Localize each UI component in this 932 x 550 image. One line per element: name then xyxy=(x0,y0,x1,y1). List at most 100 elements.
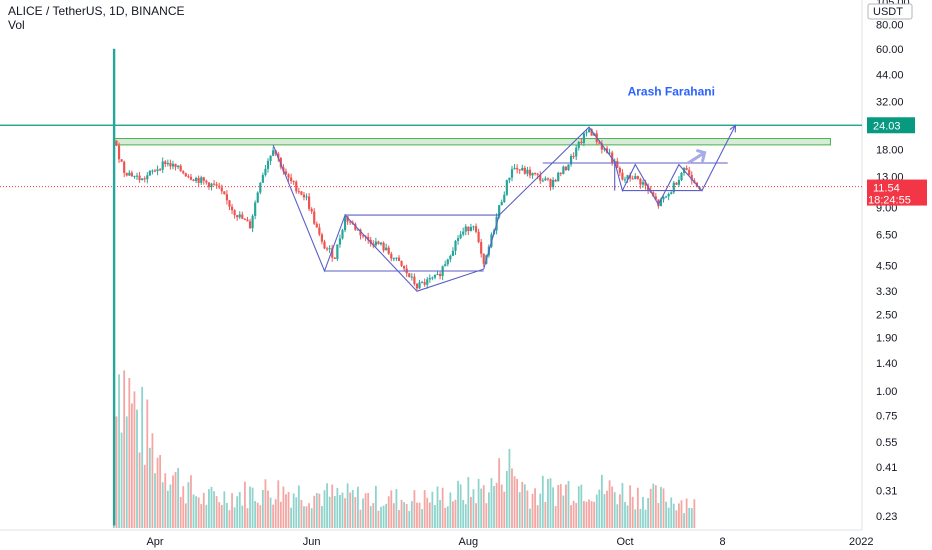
volume-bar xyxy=(387,496,390,528)
volume-bar xyxy=(490,478,493,528)
candle-body xyxy=(408,273,411,278)
candle-body xyxy=(654,196,657,200)
candle-body xyxy=(534,172,537,174)
volume-bar xyxy=(251,487,254,528)
volume-bar xyxy=(143,464,146,528)
volume-bar xyxy=(644,509,647,528)
candle-body xyxy=(151,170,154,172)
volume-bar xyxy=(436,486,439,528)
candle-body xyxy=(480,242,483,254)
volume-bar xyxy=(418,502,421,528)
candle-body xyxy=(518,169,521,171)
volume-bar xyxy=(238,491,241,528)
volume-bar xyxy=(457,480,459,528)
volume-bar xyxy=(485,503,488,528)
candle-body xyxy=(123,161,126,173)
volume-bar xyxy=(136,409,138,528)
candle-body xyxy=(410,276,413,278)
candle-body xyxy=(438,274,442,277)
volume-bar xyxy=(529,508,531,528)
volume-bar xyxy=(246,508,249,528)
volume-bar xyxy=(344,498,346,528)
candle-body xyxy=(600,143,603,150)
volume-bar xyxy=(547,478,549,528)
candle-body xyxy=(631,178,634,180)
candle-body xyxy=(197,177,200,183)
candle-body xyxy=(528,169,532,176)
volume-bar xyxy=(559,484,562,528)
volume-bar xyxy=(518,492,521,528)
candle-body xyxy=(392,258,395,260)
candle-body xyxy=(367,236,370,240)
volume-bar xyxy=(308,503,310,528)
volume-bar xyxy=(210,486,213,528)
volume-bar xyxy=(649,488,652,528)
price-tick-label: 2.50 xyxy=(876,309,897,321)
volume-bar xyxy=(218,502,221,528)
last-price-label-bg xyxy=(867,179,927,206)
volume-bar xyxy=(446,506,449,528)
volume-bar xyxy=(580,484,583,528)
volume-bar xyxy=(359,509,362,528)
volume-bar xyxy=(616,504,619,528)
currency-badge[interactable] xyxy=(867,3,913,20)
volume-bar xyxy=(639,508,642,528)
volume-bar xyxy=(654,485,657,528)
volume-bar xyxy=(282,486,285,528)
candle-body xyxy=(187,176,190,178)
volume-bar xyxy=(279,501,282,528)
candle-body xyxy=(307,196,311,209)
candle-body xyxy=(349,221,352,223)
volume-bar xyxy=(536,505,539,528)
candle-body xyxy=(456,238,460,241)
candle-body xyxy=(526,169,529,174)
price-axis[interactable]: 105.0080.0060.0044.0032.0018.0013.009.00… xyxy=(867,0,913,523)
volume-bar xyxy=(690,508,693,528)
volume-bar xyxy=(141,386,144,528)
price-tick-label: 0.55 xyxy=(876,437,897,449)
candle-body xyxy=(148,170,151,176)
volume-bar xyxy=(462,499,465,528)
volume-bar xyxy=(236,496,239,528)
volume-bar xyxy=(585,501,588,528)
volume-bar xyxy=(595,494,598,528)
volume-bar xyxy=(683,513,685,528)
volume-bar xyxy=(557,485,560,528)
volume-bar xyxy=(115,416,118,528)
volume-bar xyxy=(187,482,190,528)
candle-body xyxy=(521,167,524,171)
volume-bar xyxy=(444,507,447,528)
volume-bar xyxy=(285,494,287,528)
time-tick-label: 2022 xyxy=(849,536,873,548)
candle-body xyxy=(292,181,295,183)
candle-body xyxy=(207,182,211,188)
volume-bar xyxy=(213,491,215,528)
candle-body xyxy=(672,182,675,193)
candle-body xyxy=(287,174,290,178)
volume-bar xyxy=(441,487,444,528)
last-price-label: 11.54 xyxy=(873,183,900,195)
volume-bar xyxy=(164,473,167,528)
volume-bar xyxy=(323,490,326,528)
volume-bar xyxy=(274,499,277,528)
candle-body xyxy=(585,132,588,134)
volume-bar xyxy=(195,496,197,528)
candle-body xyxy=(325,248,329,250)
time-axis[interactable]: Apr Jun Aug Oct 8 2022 xyxy=(146,536,873,548)
candle-body xyxy=(202,177,205,181)
candle-body xyxy=(659,199,663,207)
candle-body xyxy=(667,193,670,197)
price-candles xyxy=(112,48,701,526)
volume-bar xyxy=(290,507,293,528)
candle-body xyxy=(436,274,439,276)
volume-bar xyxy=(423,490,426,528)
volume-bar xyxy=(372,503,375,528)
candle-body xyxy=(171,163,175,167)
volume-bar xyxy=(197,497,200,528)
candle-body xyxy=(459,234,462,239)
volume-bar xyxy=(362,498,364,528)
candle-body xyxy=(361,235,365,237)
candle-body xyxy=(254,202,257,216)
pattern-drawing xyxy=(272,124,737,292)
